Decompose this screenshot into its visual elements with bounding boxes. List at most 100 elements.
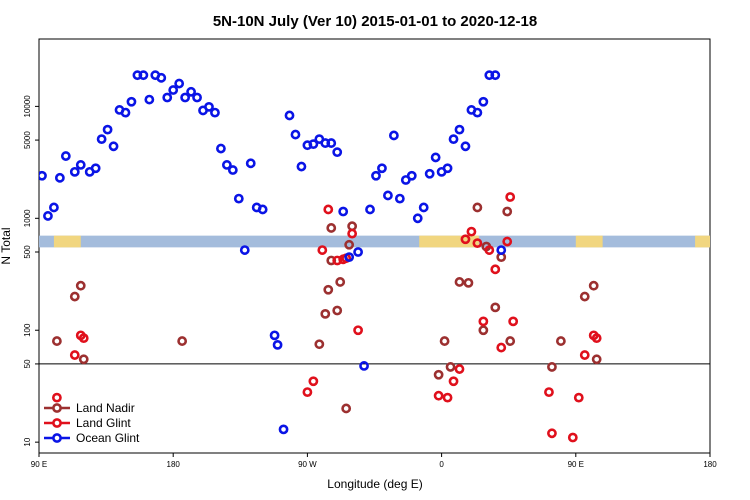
- data-point: [388, 130, 399, 141]
- data-point: [383, 190, 393, 201]
- data-point: [442, 163, 453, 174]
- data-point: [448, 134, 459, 145]
- data-point: [463, 277, 474, 288]
- data-point: [460, 234, 471, 245]
- data-point: [227, 165, 238, 175]
- data-point: [326, 138, 337, 148]
- data-point: [332, 147, 343, 158]
- data-point: [204, 101, 214, 112]
- data-point: [174, 78, 185, 89]
- data-point: [257, 204, 268, 215]
- data-point: [326, 223, 337, 233]
- data-point: [445, 362, 456, 372]
- land-segment: [53, 235, 81, 248]
- series-land-glint: [51, 192, 602, 443]
- data-point: [239, 245, 250, 255]
- data-point: [335, 277, 346, 287]
- x-tick-label: 90 E: [568, 460, 584, 469]
- x-tick-label: 90 W: [298, 460, 317, 469]
- data-point: [505, 336, 516, 346]
- data-point: [454, 124, 465, 135]
- data-point: [192, 92, 202, 103]
- data-point: [60, 151, 71, 161]
- legend-label: Land Nadir: [76, 401, 135, 415]
- ocean-band: [39, 235, 710, 248]
- data-point: [353, 325, 363, 336]
- data-point: [547, 362, 557, 372]
- data-point: [496, 342, 507, 353]
- data-point: [284, 110, 295, 121]
- data-point: [448, 376, 459, 387]
- x-tick-label: 0: [439, 460, 444, 469]
- data-point: [591, 333, 602, 344]
- data-point: [418, 202, 429, 213]
- data-point: [490, 70, 501, 81]
- data-point: [317, 245, 328, 255]
- data-point: [323, 284, 334, 295]
- series-land-nadir: [51, 202, 602, 414]
- data-point: [454, 277, 465, 287]
- x-axis-label: Longitude (deg E): [327, 477, 422, 491]
- land-segment: [575, 235, 603, 248]
- data-point: [69, 291, 80, 302]
- legend-swatch-marker: [52, 418, 62, 428]
- data-point: [290, 129, 301, 140]
- data-point: [472, 238, 483, 249]
- data-point: [332, 305, 343, 316]
- data-point: [344, 239, 355, 250]
- data-point: [126, 96, 137, 107]
- y-tick-label: 100: [23, 323, 32, 337]
- y-tick-label: 5000: [23, 131, 32, 149]
- data-point: [320, 308, 331, 319]
- data-point: [323, 204, 334, 215]
- data-point: [269, 330, 280, 341]
- data-point: [156, 72, 167, 83]
- data-point: [478, 316, 489, 327]
- data-point: [43, 211, 53, 221]
- data-point: [365, 204, 375, 215]
- data-point: [69, 166, 80, 177]
- data-point: [394, 193, 405, 204]
- data-point: [433, 369, 444, 380]
- data-point: [168, 85, 179, 95]
- x-axis: 90 E 180 90 W 0 90 E 180: [31, 453, 717, 469]
- data-point: [588, 280, 599, 291]
- data-point: [579, 291, 590, 302]
- data-point: [177, 336, 188, 346]
- data-point: [51, 336, 62, 346]
- data-point: [90, 163, 101, 174]
- data-point: [341, 403, 352, 414]
- data-point: [78, 333, 89, 344]
- data-point: [371, 170, 381, 181]
- y-tick-label: 50: [23, 359, 32, 368]
- legend-item: Land Nadir: [44, 401, 135, 415]
- data-point: [406, 170, 417, 181]
- x-tick-label: 180: [167, 460, 181, 469]
- data-point: [138, 70, 149, 81]
- data-point: [424, 168, 435, 179]
- legend-swatch-marker: [52, 403, 62, 413]
- data-point: [430, 152, 441, 163]
- y-tick-label: 10: [23, 437, 32, 446]
- data-point: [338, 206, 349, 217]
- y-axis-label: N Total: [0, 227, 13, 264]
- data-point: [49, 202, 59, 213]
- data-point: [102, 124, 113, 135]
- data-point: [439, 336, 450, 346]
- legend-item: Land Glint: [44, 416, 131, 430]
- data-point: [508, 316, 519, 327]
- data-point: [502, 236, 513, 247]
- data-point: [544, 387, 554, 398]
- data-point: [478, 96, 489, 107]
- data-point: [54, 172, 65, 183]
- data-point: [412, 213, 423, 224]
- data-point: [472, 202, 483, 213]
- series-ocean-glint: [39, 70, 507, 435]
- data-point: [51, 392, 62, 403]
- data-point: [78, 354, 89, 365]
- data-point: [591, 354, 602, 365]
- data-point: [460, 141, 471, 152]
- land-segment: [419, 235, 479, 248]
- data-point: [555, 336, 566, 346]
